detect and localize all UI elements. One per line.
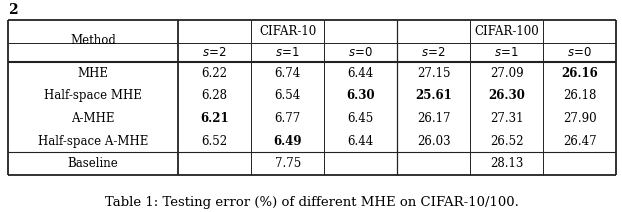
Text: 26.17: 26.17 (417, 112, 450, 125)
Text: $s\!=\!1$: $s\!=\!1$ (275, 46, 300, 59)
Text: Table 1: Testing error (%) of different MHE on CIFAR-10/100.: Table 1: Testing error (%) of different … (105, 196, 519, 209)
Text: $s\!=\!2$: $s\!=\!2$ (202, 46, 227, 59)
Text: 6.44: 6.44 (348, 67, 374, 80)
Text: 26.47: 26.47 (563, 135, 596, 148)
Text: 26.16: 26.16 (561, 67, 598, 80)
Text: 6.77: 6.77 (274, 112, 301, 125)
Text: Half-space MHE: Half-space MHE (44, 89, 142, 102)
Text: Method: Method (70, 34, 116, 47)
Text: 2: 2 (8, 3, 17, 17)
Text: $s\!=\!0$: $s\!=\!0$ (348, 46, 373, 59)
Text: 6.28: 6.28 (202, 89, 228, 102)
Text: 26.30: 26.30 (488, 89, 525, 102)
Text: 27.31: 27.31 (490, 112, 523, 125)
Text: Baseline: Baseline (68, 157, 119, 170)
Text: 26.52: 26.52 (490, 135, 523, 148)
Text: 6.45: 6.45 (348, 112, 374, 125)
Text: 6.44: 6.44 (348, 135, 374, 148)
Text: 6.49: 6.49 (274, 135, 302, 148)
Text: $s\!=\!0$: $s\!=\!0$ (567, 46, 592, 59)
Text: A-MHE: A-MHE (72, 112, 115, 125)
Text: $s\!=\!1$: $s\!=\!1$ (494, 46, 519, 59)
Text: 7.75: 7.75 (274, 157, 301, 170)
Text: CIFAR-100: CIFAR-100 (474, 25, 539, 38)
Text: 6.54: 6.54 (274, 89, 301, 102)
Text: $s\!=\!2$: $s\!=\!2$ (421, 46, 446, 59)
Text: 28.13: 28.13 (490, 157, 523, 170)
Text: 27.15: 27.15 (417, 67, 450, 80)
Text: 6.22: 6.22 (202, 67, 228, 80)
Text: Half-space A-MHE: Half-space A-MHE (38, 135, 148, 148)
Text: 6.30: 6.30 (346, 89, 375, 102)
Text: 27.09: 27.09 (490, 67, 523, 80)
Text: 25.61: 25.61 (415, 89, 452, 102)
Text: 6.52: 6.52 (202, 135, 228, 148)
Text: 6.74: 6.74 (274, 67, 301, 80)
Text: 27.90: 27.90 (563, 112, 596, 125)
Text: CIFAR-10: CIFAR-10 (259, 25, 317, 38)
Text: MHE: MHE (78, 67, 109, 80)
Text: 26.03: 26.03 (417, 135, 450, 148)
Text: 26.18: 26.18 (563, 89, 596, 102)
Text: 6.21: 6.21 (200, 112, 229, 125)
